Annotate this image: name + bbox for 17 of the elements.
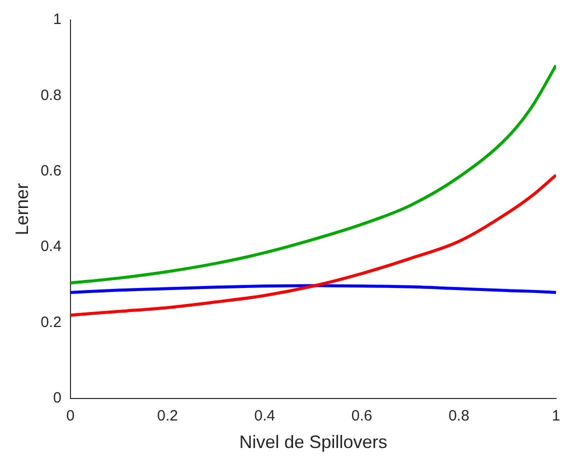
x-tick-label: 1 bbox=[552, 408, 560, 425]
y-tick-label: 0.4 bbox=[40, 238, 62, 256]
y-tick-label: 0.2 bbox=[40, 314, 62, 331]
x-tick-label: 0.4 bbox=[254, 408, 276, 425]
line-series bbox=[70, 284, 556, 294]
y-tick-label: 0 bbox=[53, 390, 62, 407]
x-tick-label: 0.2 bbox=[157, 408, 178, 425]
x-tick-label: 0.6 bbox=[351, 408, 372, 425]
y-tick-label: 0.8 bbox=[40, 86, 62, 104]
y-tick-label: 1 bbox=[53, 11, 62, 28]
x-tick-label: 0.8 bbox=[448, 408, 470, 425]
x-axis-title: Nivel de Spillovers bbox=[239, 432, 388, 452]
x-tick-label: 0 bbox=[66, 408, 75, 425]
line-series bbox=[70, 174, 556, 317]
y-axis-title: Lerner bbox=[12, 183, 32, 236]
line-series bbox=[70, 64, 556, 284]
y-tick-label: 0.6 bbox=[40, 162, 62, 180]
